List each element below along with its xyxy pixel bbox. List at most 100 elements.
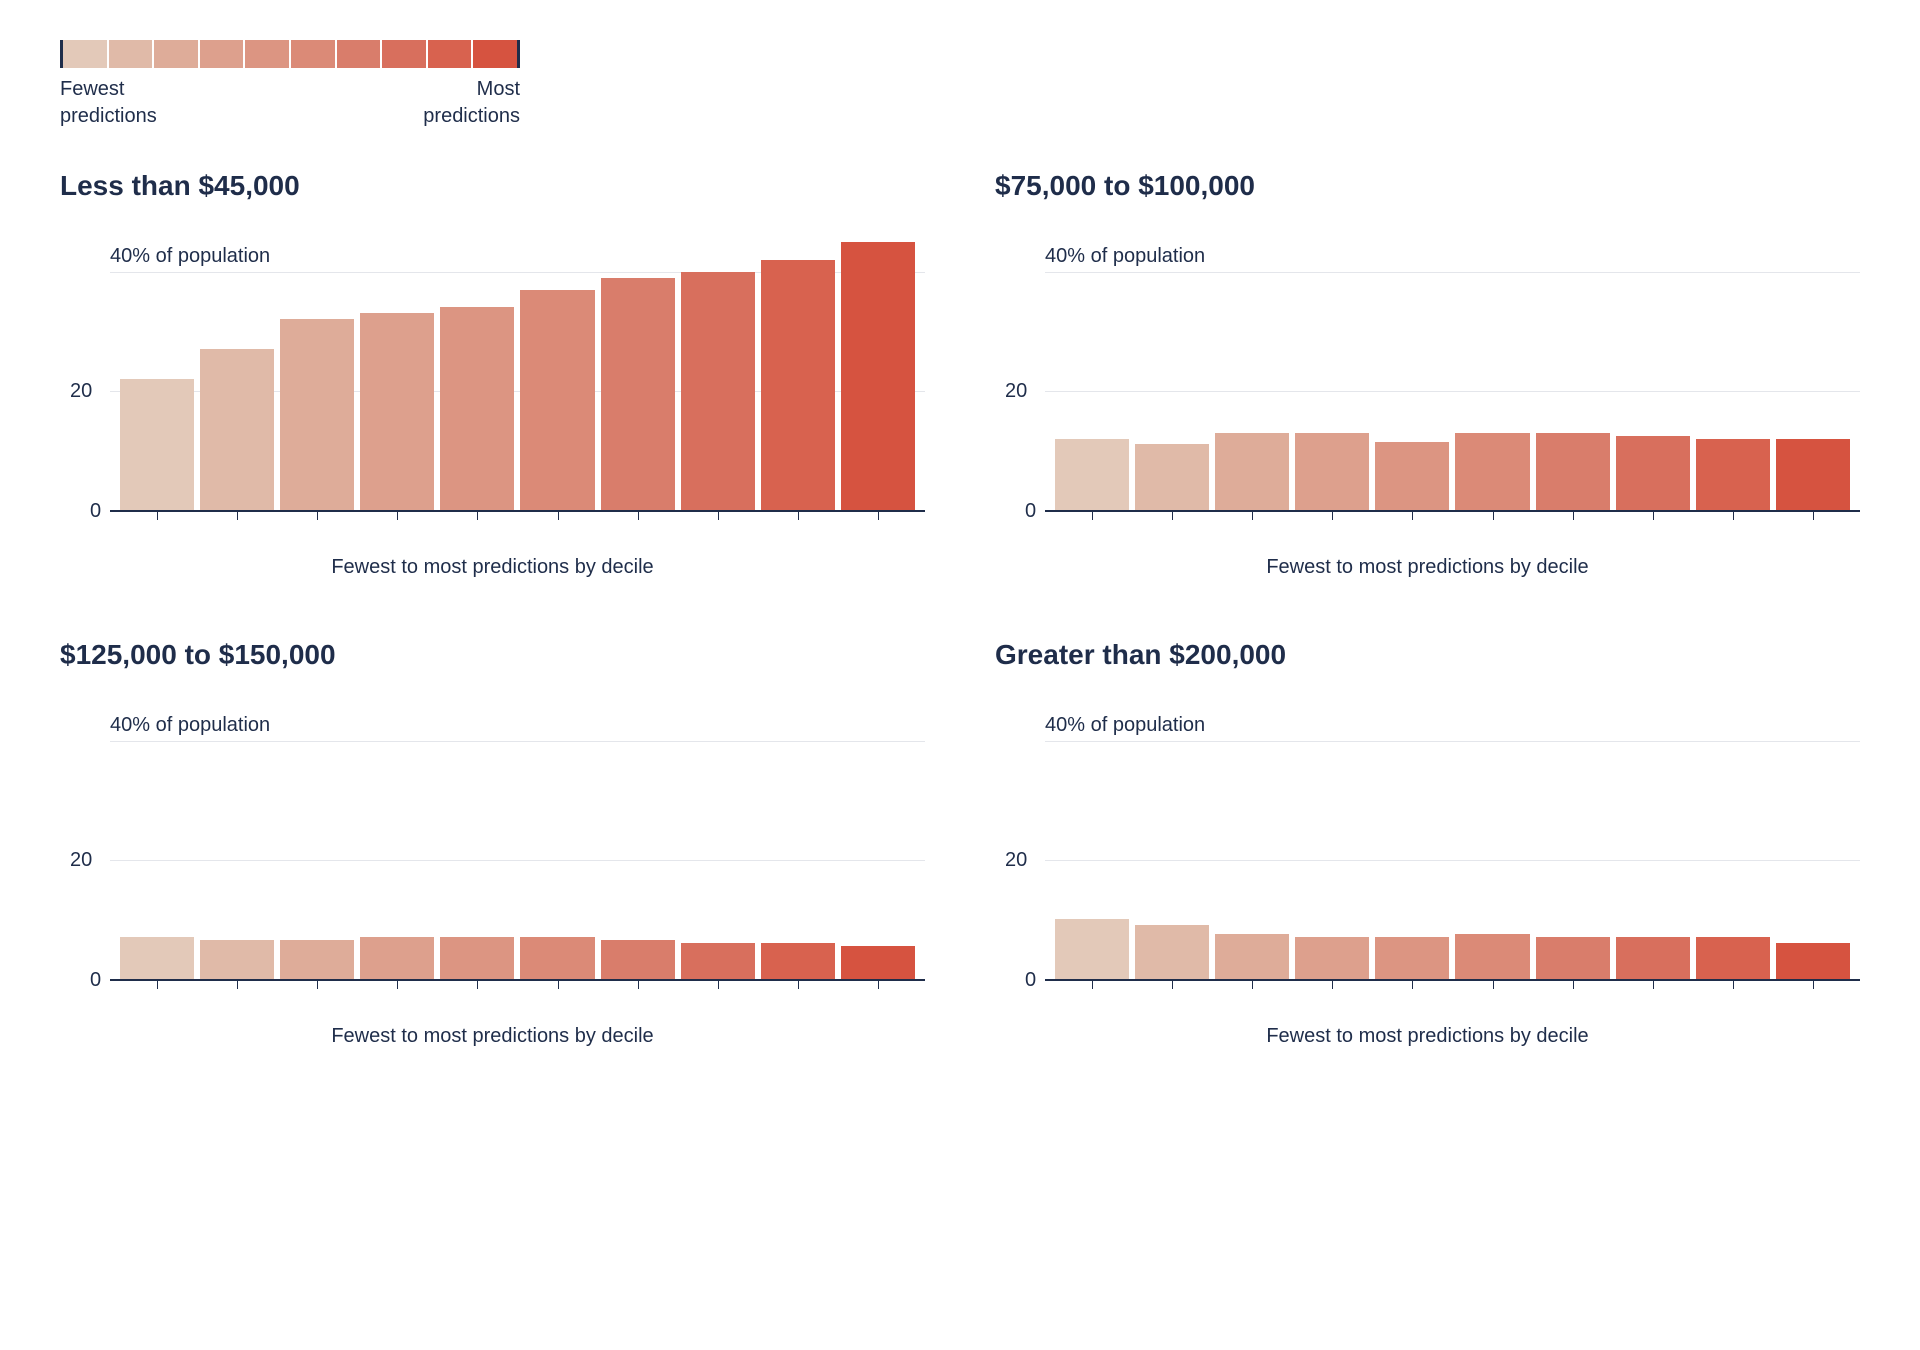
bar xyxy=(601,278,675,510)
legend: Fewestpredictions Mostpredictions xyxy=(60,40,1860,130)
bar xyxy=(681,272,755,510)
panel-title: $75,000 to $100,000 xyxy=(995,170,1860,202)
x-ticks xyxy=(110,512,925,522)
bars xyxy=(1045,705,1860,979)
chart-area: 02040% of population xyxy=(995,236,1860,536)
x-tick xyxy=(1295,981,1369,991)
x-axis-label: Fewest to most predictions by decile xyxy=(995,1025,1860,1048)
panel-title: Greater than $200,000 xyxy=(995,639,1860,671)
bar xyxy=(1455,433,1529,510)
legend-label-left: Fewestpredictions xyxy=(60,76,157,130)
bar xyxy=(200,940,274,979)
chart-area: 02040% of population xyxy=(995,705,1860,1005)
chart-panel: Greater than $200,00002040% of populatio… xyxy=(995,639,1860,1048)
legend-swatch xyxy=(428,40,472,68)
x-tick xyxy=(520,512,594,522)
x-tick xyxy=(440,981,514,991)
x-tick xyxy=(520,981,594,991)
bars xyxy=(1045,236,1860,510)
bar xyxy=(200,349,274,510)
bar xyxy=(1776,439,1850,510)
bar xyxy=(280,319,354,510)
y-tick-label: 0 xyxy=(90,969,101,992)
chart-panel: $125,000 to $150,000 02040% of population… xyxy=(60,639,925,1048)
x-tick xyxy=(120,981,194,991)
x-tick xyxy=(601,512,675,522)
legend-swatches xyxy=(60,40,520,68)
x-tick xyxy=(360,981,434,991)
bar xyxy=(120,379,194,510)
bars xyxy=(110,236,925,510)
x-tick xyxy=(120,512,194,522)
x-tick xyxy=(1215,512,1289,522)
bar xyxy=(761,260,835,510)
bar xyxy=(1616,937,1690,979)
panel-title: $125,000 to $150,000 xyxy=(60,639,925,671)
x-tick xyxy=(681,512,755,522)
x-tick xyxy=(841,981,915,991)
chart-area: 02040% of population xyxy=(60,705,925,1005)
bar xyxy=(440,937,514,979)
x-tick xyxy=(200,512,274,522)
x-tick xyxy=(1696,512,1770,522)
x-tick xyxy=(1455,512,1529,522)
bar xyxy=(1536,937,1610,979)
x-axis-label: Fewest to most predictions by decile xyxy=(60,556,925,579)
legend-swatch xyxy=(109,40,153,68)
legend-swatch xyxy=(200,40,244,68)
bar xyxy=(1696,937,1770,979)
bar xyxy=(1215,433,1289,510)
bar xyxy=(1776,943,1850,979)
bar xyxy=(1616,436,1690,510)
bar xyxy=(1696,439,1770,510)
x-tick xyxy=(841,512,915,522)
legend-swatch xyxy=(245,40,289,68)
x-ticks xyxy=(110,981,925,991)
bar xyxy=(1295,433,1369,510)
x-tick xyxy=(1455,981,1529,991)
x-tick xyxy=(280,512,354,522)
y-tick-label: 0 xyxy=(90,500,101,523)
x-tick xyxy=(1616,512,1690,522)
y-tick-label: 20 xyxy=(70,380,92,403)
x-tick xyxy=(1215,981,1289,991)
x-axis-label: Fewest to most predictions by decile xyxy=(995,556,1860,579)
legend-swatch xyxy=(382,40,426,68)
bar xyxy=(1135,925,1209,979)
x-tick xyxy=(1135,981,1209,991)
plot-area xyxy=(1045,236,1860,512)
bar xyxy=(1375,442,1449,511)
x-tick xyxy=(1375,512,1449,522)
bar xyxy=(120,937,194,979)
bar xyxy=(1055,919,1129,979)
bar xyxy=(601,940,675,979)
bar xyxy=(841,242,915,510)
legend-swatch xyxy=(63,40,107,68)
x-tick xyxy=(1776,512,1850,522)
x-tick xyxy=(681,981,755,991)
x-tick xyxy=(200,981,274,991)
bar xyxy=(360,937,434,979)
x-tick xyxy=(440,512,514,522)
legend-labels: Fewestpredictions Mostpredictions xyxy=(60,76,520,130)
bar xyxy=(1536,433,1610,510)
bar xyxy=(1375,937,1449,979)
x-axis-label: Fewest to most predictions by decile xyxy=(60,1025,925,1048)
bar xyxy=(761,943,835,979)
x-tick xyxy=(1055,981,1129,991)
x-ticks xyxy=(1045,981,1860,991)
y-tick-label: 0 xyxy=(1025,500,1036,523)
y-tick-label: 0 xyxy=(1025,969,1036,992)
x-tick xyxy=(360,512,434,522)
x-ticks xyxy=(1045,512,1860,522)
legend-swatch xyxy=(154,40,198,68)
bar xyxy=(440,307,514,510)
bar xyxy=(520,290,594,510)
y-tick-label: 20 xyxy=(1005,849,1027,872)
x-tick xyxy=(1295,512,1369,522)
chart-panel: $75,000 to $100,00002040% of populationF… xyxy=(995,170,1860,579)
y-tick-label: 20 xyxy=(1005,380,1027,403)
x-tick xyxy=(1055,512,1129,522)
x-tick xyxy=(1375,981,1449,991)
legend-swatch xyxy=(473,40,517,68)
